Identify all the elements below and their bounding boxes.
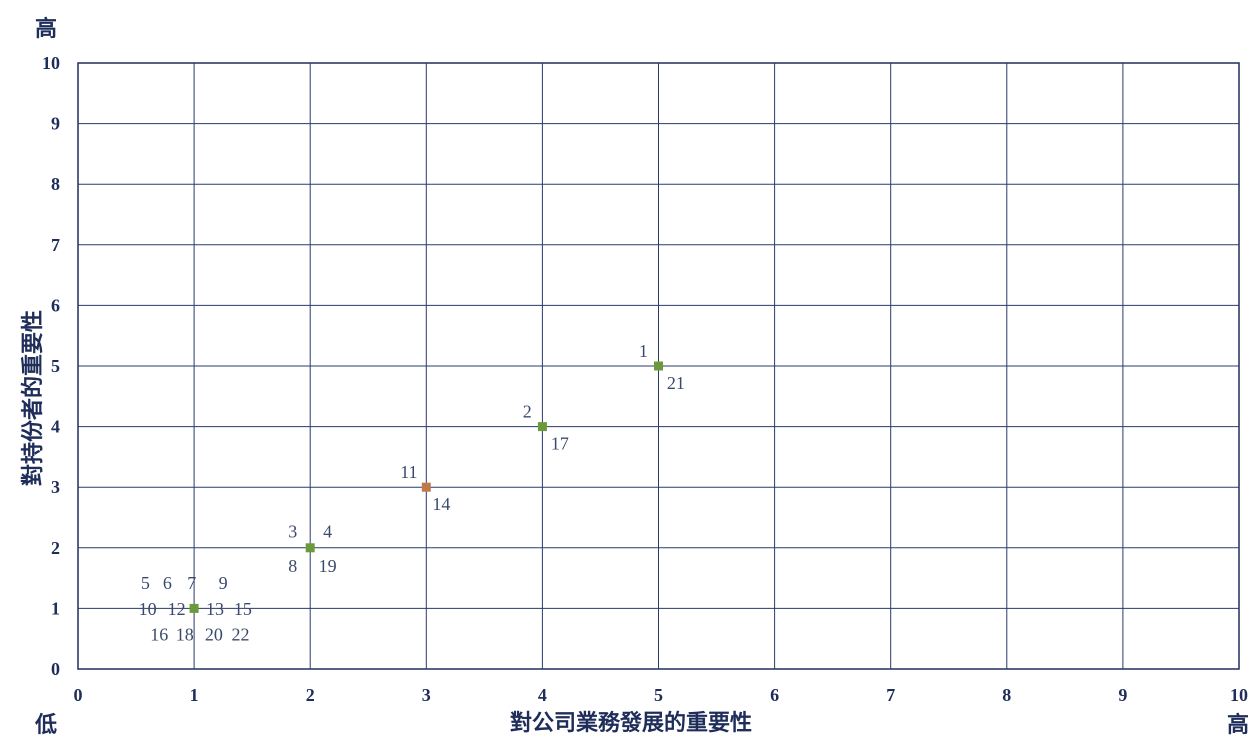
point-label: 20 (205, 624, 223, 644)
x-axis-high-label: 高 (1227, 712, 1249, 738)
point-label: 16 (150, 624, 168, 644)
point-label: 8 (288, 556, 297, 576)
point-label: 15 (234, 599, 252, 619)
x-axis-title: 對公司業務發展的重要性 (510, 710, 752, 736)
data-point (654, 361, 663, 371)
data-point (189, 603, 199, 613)
x-tick-label: 8 (1002, 685, 1011, 705)
point-label: 13 (206, 599, 224, 619)
data-point (305, 543, 315, 553)
x-tick-label: 7 (886, 685, 895, 705)
x-axis-ticks: 0 1 2 3 4 5 6 7 8 9 10 (74, 685, 1249, 705)
y-tick-label: 4 (51, 417, 60, 437)
x-tick-label: 5 (654, 685, 663, 705)
y-tick-label: 9 (51, 114, 60, 134)
y-tick-label: 3 (51, 477, 60, 497)
y-axis-high-label: 高 (35, 16, 57, 42)
y-tick-label: 10 (42, 53, 60, 73)
y-axis-title: 對持份者的重要性 (20, 310, 46, 486)
point-label: 11 (400, 462, 417, 482)
point-label: 21 (667, 373, 685, 393)
y-tick-label: 1 (51, 598, 60, 618)
y-tick-label: 6 (51, 295, 60, 315)
y-tick-label: 0 (51, 659, 60, 679)
x-tick-label: 9 (1118, 685, 1127, 705)
point-label: 5 (141, 573, 150, 593)
point-label: 22 (232, 624, 250, 644)
x-tick-label: 0 (74, 685, 83, 705)
point-label: 19 (319, 556, 337, 576)
point-label: 14 (432, 494, 450, 514)
grid (77, 62, 1240, 670)
point-labels: 5 6 7 9 10 12 13 15 16 18 20 22 3 4 8 19 11 14 2 17 1 21 (139, 341, 685, 645)
origin-low-label: 低 (34, 713, 57, 738)
point-label: 18 (176, 624, 194, 644)
point-label: 3 (288, 521, 297, 541)
point-label: 4 (323, 521, 332, 541)
data-points (189, 361, 663, 613)
data-point (421, 482, 431, 492)
point-label: 10 (139, 599, 157, 619)
x-tick-label: 6 (770, 685, 779, 705)
point-label: 17 (551, 434, 569, 454)
y-tick-label: 5 (51, 356, 60, 376)
x-tick-label: 1 (190, 685, 199, 705)
point-label: 2 (523, 401, 532, 421)
y-tick-label: 7 (51, 235, 60, 255)
x-tick-label: 2 (306, 685, 315, 705)
point-label: 1 (639, 341, 648, 361)
point-label: 6 (163, 573, 172, 593)
x-tick-label: 10 (1230, 685, 1248, 705)
point-label: 7 (187, 573, 196, 593)
data-point (537, 422, 547, 432)
y-tick-label: 8 (51, 174, 60, 194)
x-tick-label: 3 (422, 685, 431, 705)
y-axis-ticks: 0 1 2 3 4 5 6 7 8 9 10 (42, 53, 60, 679)
y-tick-label: 2 (51, 538, 60, 558)
point-label: 12 (168, 599, 186, 619)
x-tick-label: 4 (538, 685, 547, 705)
point-label: 9 (219, 573, 228, 593)
